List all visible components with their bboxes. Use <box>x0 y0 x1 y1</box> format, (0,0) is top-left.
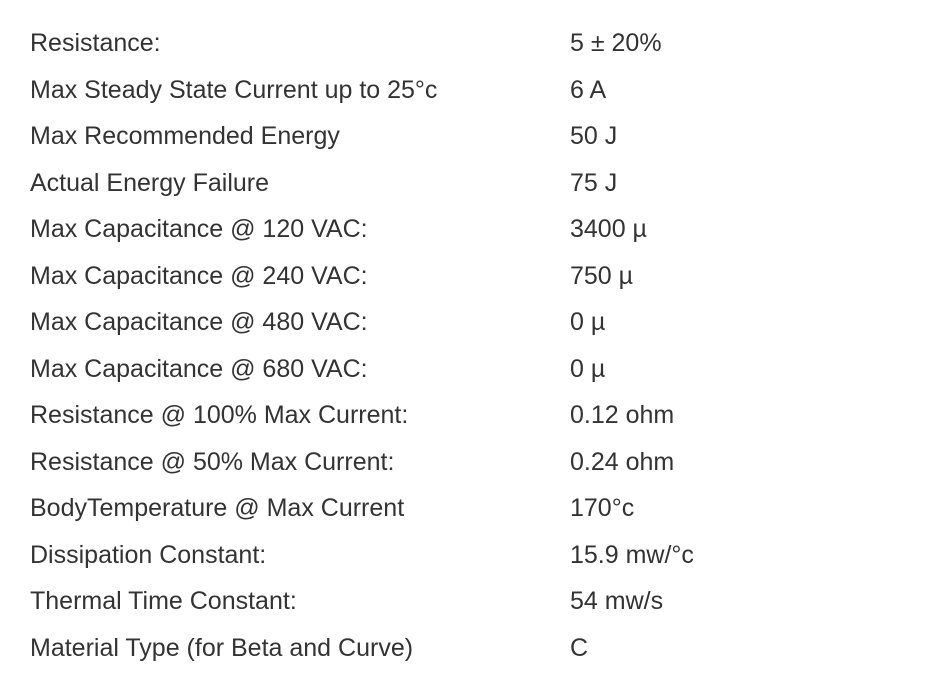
spec-value: 0.12 ohm <box>570 392 920 439</box>
spec-value: 50 J <box>570 113 920 160</box>
spec-label: Resistance: <box>30 20 570 67</box>
spec-row: Max Capacitance @ 480 VAC:0 µ <box>30 299 920 346</box>
spec-row: Resistance:5 ± 20% <box>30 20 920 67</box>
spec-row: Max Capacitance @ 680 VAC:0 µ <box>30 346 920 393</box>
spec-row: Resistance @ 100% Max Current:0.12 ohm <box>30 392 920 439</box>
spec-label: Thermal Time Constant: <box>30 578 570 625</box>
spec-label: Max Capacitance @ 480 VAC: <box>30 299 570 346</box>
spec-label: Max Capacitance @ 120 VAC: <box>30 206 570 253</box>
spec-value: 54 mw/s <box>570 578 920 625</box>
spec-value: 0 µ <box>570 346 920 393</box>
spec-label: Material Type (for Beta and Curve) <box>30 625 570 672</box>
spec-label: Actual Energy Failure <box>30 160 570 207</box>
spec-value: 0.24 ohm <box>570 439 920 486</box>
spec-label: Resistance @ 50% Max Current: <box>30 439 570 486</box>
spec-label: Max Capacitance @ 240 VAC: <box>30 253 570 300</box>
spec-value: 0 µ <box>570 299 920 346</box>
spec-label: BodyTemperature @ Max Current <box>30 485 570 532</box>
spec-row: Max Capacitance @ 240 VAC:750 µ <box>30 253 920 300</box>
spec-label: Resistance @ 100% Max Current: <box>30 392 570 439</box>
spec-value: 6 A <box>570 67 920 114</box>
spec-row: Material Type (for Beta and Curve)C <box>30 625 920 672</box>
spec-value: 170°c <box>570 485 920 532</box>
spec-label: Max Steady State Current up to 25°c <box>30 67 570 114</box>
spec-value: C <box>570 625 920 672</box>
spec-row: Resistance @ 50% Max Current:0.24 ohm <box>30 439 920 486</box>
spec-row: Max Capacitance @ 120 VAC:3400 µ <box>30 206 920 253</box>
spec-value: 15.9 mw/°c <box>570 532 920 579</box>
spec-row: Dissipation Constant:15.9 mw/°c <box>30 532 920 579</box>
spec-row: Thermal Time Constant:54 mw/s <box>30 578 920 625</box>
spec-row: Max Recommended Energy50 J <box>30 113 920 160</box>
spec-value: 3400 µ <box>570 206 920 253</box>
spec-row: BodyTemperature @ Max Current170°c <box>30 485 920 532</box>
spec-label: Max Capacitance @ 680 VAC: <box>30 346 570 393</box>
spec-row: Actual Energy Failure75 J <box>30 160 920 207</box>
spec-value: 750 µ <box>570 253 920 300</box>
specifications-table: Resistance:5 ± 20%Max Steady State Curre… <box>30 20 920 671</box>
spec-value: 75 J <box>570 160 920 207</box>
spec-label: Dissipation Constant: <box>30 532 570 579</box>
spec-row: Max Steady State Current up to 25°c6 A <box>30 67 920 114</box>
spec-value: 5 ± 20% <box>570 20 920 67</box>
spec-label: Max Recommended Energy <box>30 113 570 160</box>
